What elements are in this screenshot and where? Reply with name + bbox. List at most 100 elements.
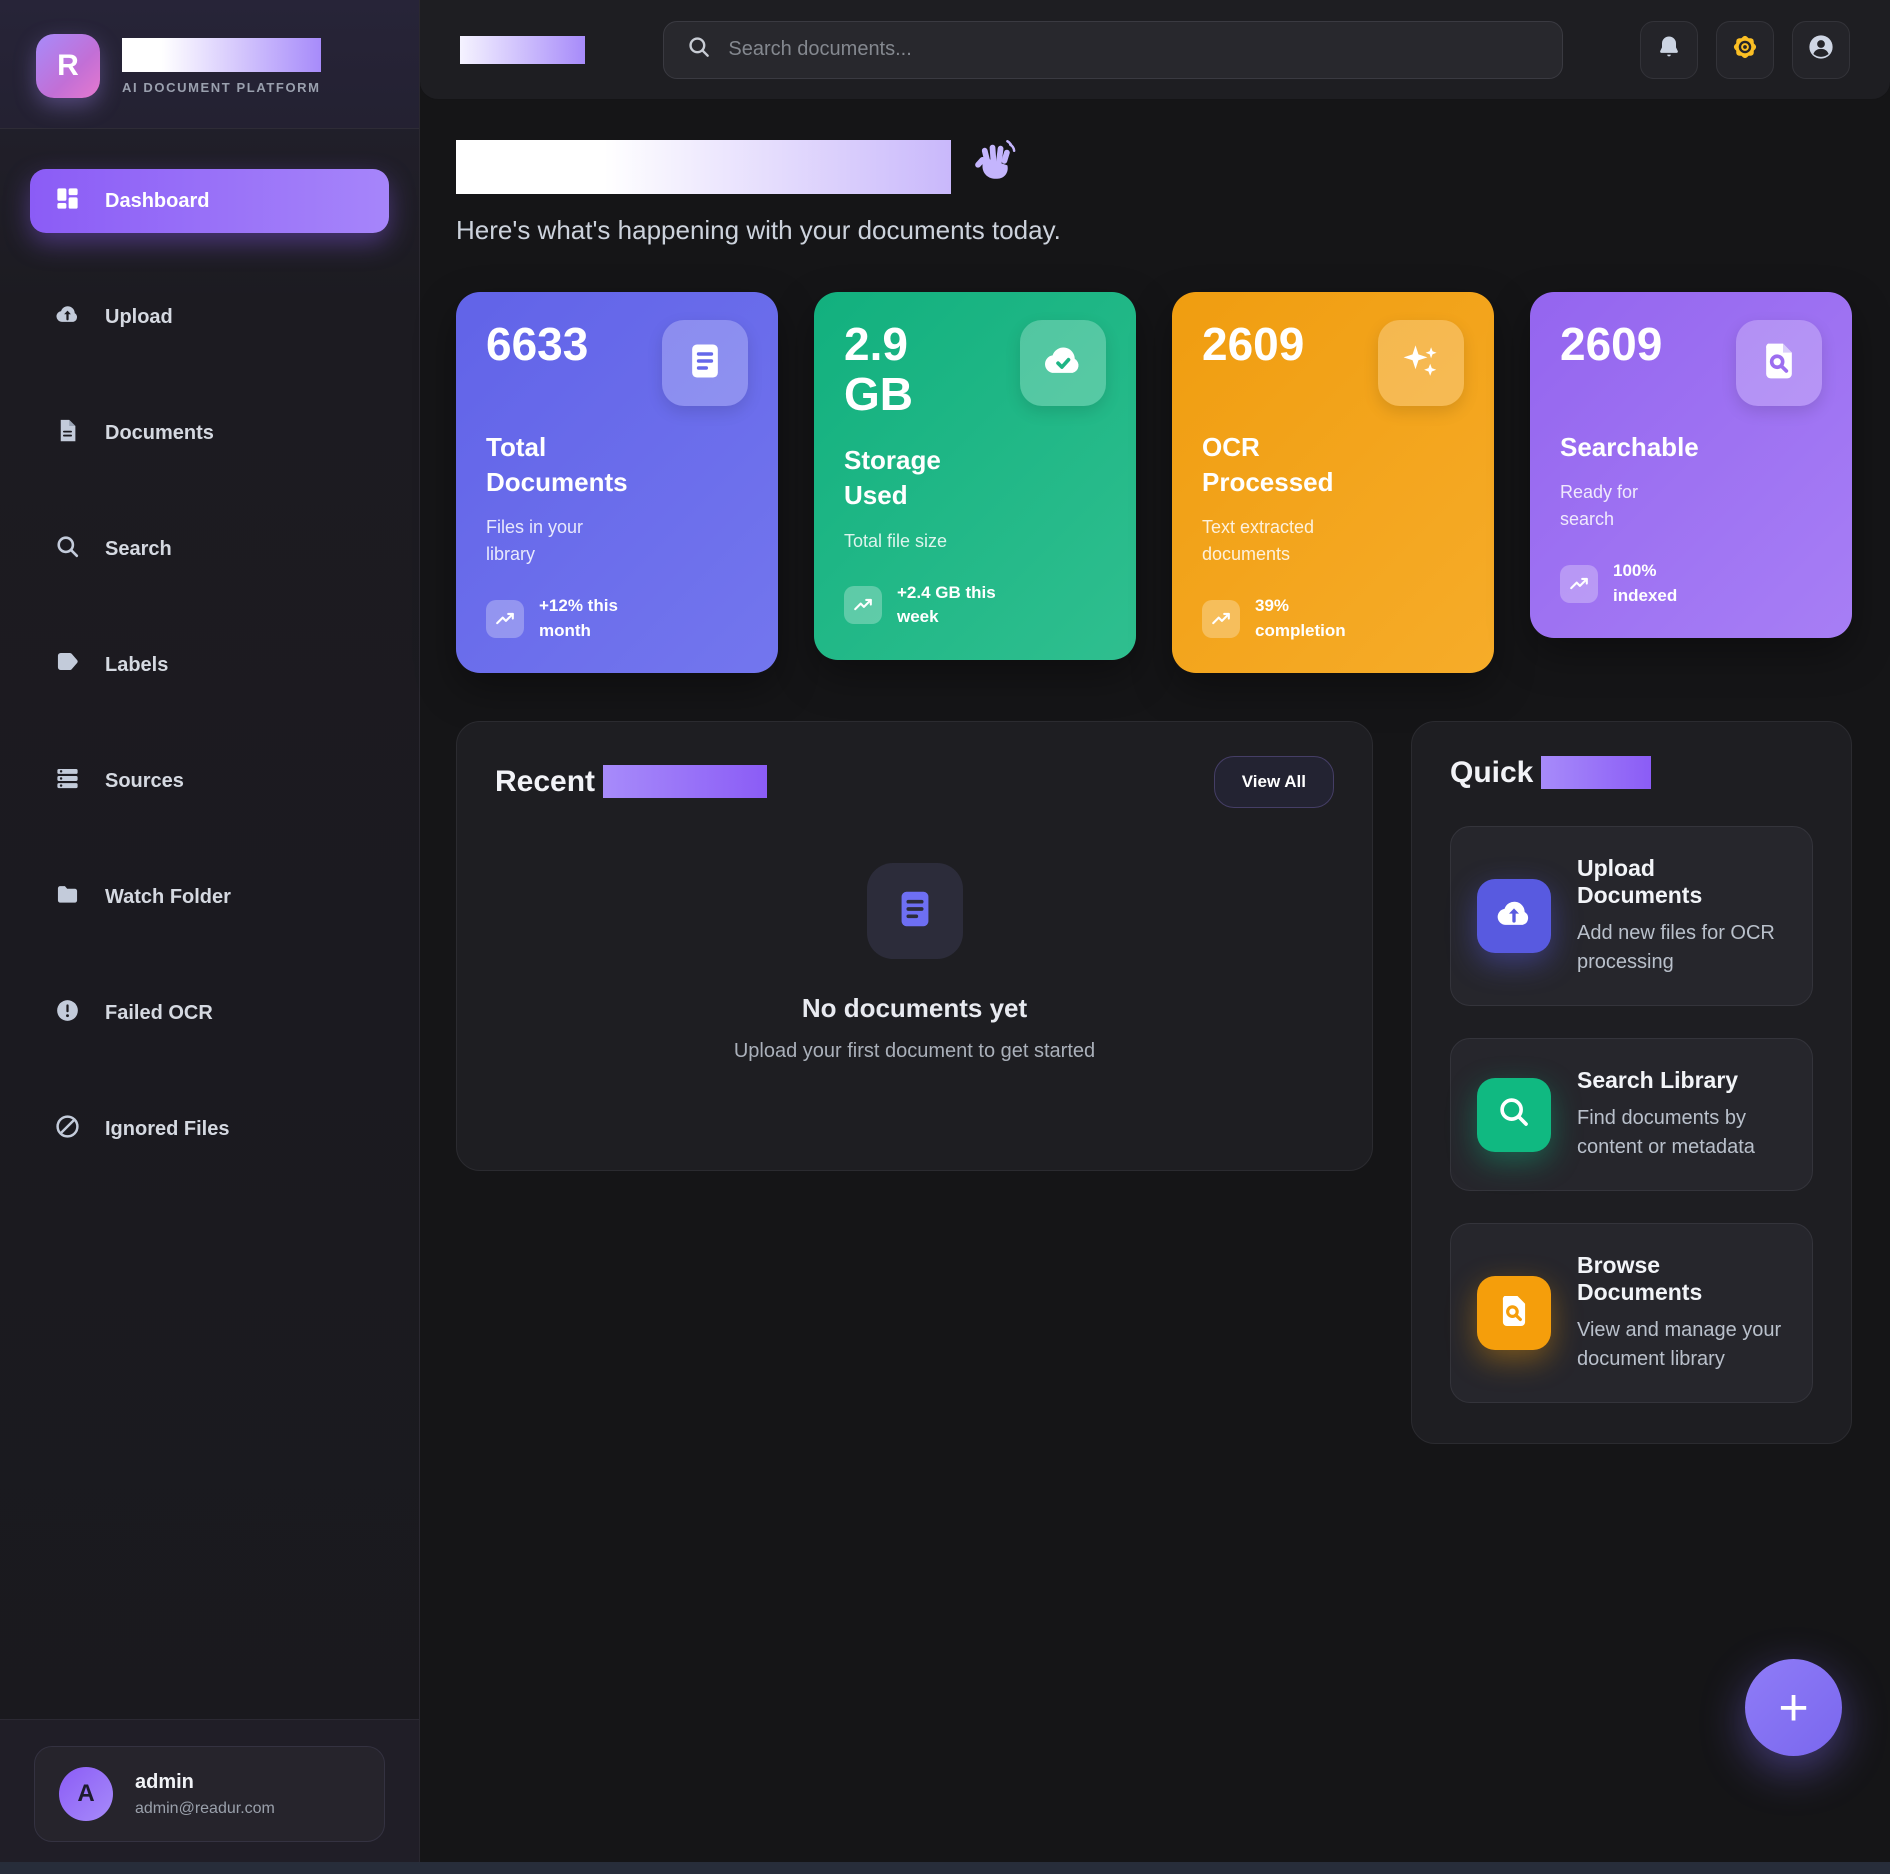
sidebar-item-documents[interactable]: Documents [30, 401, 389, 465]
sidebar-item-label: Search [105, 537, 172, 560]
recent-empty-state: No documents yet Upload your first docum… [495, 808, 1334, 1136]
sidebar-item-label: Dashboard [105, 189, 210, 212]
stat-trend-badge: 39% completion [1202, 594, 1464, 643]
stat-badge-text: +2.4 GB this week [897, 582, 996, 627]
theme-toggle-button[interactable] [1716, 20, 1774, 79]
stat-cards: 6633 Total Documents Files in your libra… [456, 292, 1852, 674]
stat-value: 2609 [1202, 318, 1305, 370]
stat-sublabel: Ready for search [1560, 482, 1639, 530]
trending-up-icon [844, 586, 882, 625]
bottom-scrollbar-strip[interactable] [0, 1862, 1890, 1874]
avatar-initial: A [77, 1780, 95, 1807]
add-document-fab[interactable]: + [1745, 1659, 1842, 1756]
notifications-button[interactable] [1640, 20, 1698, 79]
stat-card-searchable[interactable]: 2609 Searchable Ready for search 100% in… [1530, 292, 1852, 639]
stat-value: 6633 [486, 318, 589, 370]
breadcrumb: Dashboard [460, 35, 586, 64]
stat-label: Searchable [1560, 432, 1699, 462]
stat-trend-badge: +12% this month [486, 594, 748, 643]
action-title: Search Library [1577, 1067, 1739, 1094]
dashboard-content: Welcome back, admin! Here's what's happe… [420, 100, 1890, 1874]
quick-action-browse-documents[interactable]: Browse Documents View and manage your do… [1450, 1223, 1813, 1404]
stat-badge-text: 39% completion [1255, 596, 1346, 640]
stat-card-ocr-processed[interactable]: 2609 OCR Processed Text extracted docume… [1172, 292, 1494, 674]
document-search-icon [1757, 339, 1801, 388]
sources-list-icon [54, 765, 81, 798]
logo-letter: R [57, 49, 79, 82]
dashboard-grid-icon [54, 185, 81, 218]
sidebar-item-label: Labels [105, 653, 169, 676]
empty-subtitle: Upload your first document to get starte… [733, 1040, 1096, 1063]
trending-up-icon [1202, 599, 1240, 638]
stat-trend-badge: 100% indexed [1560, 559, 1822, 608]
stat-label: Total Documents [486, 432, 628, 498]
sidebar: R Readur AI DOCUMENT PLATFORM Dashboard … [0, 0, 420, 1874]
recent-documents-panel: Recent Documents View All No documents y… [456, 721, 1373, 1172]
plus-icon: + [1778, 1678, 1809, 1737]
quick-action-upload-documents[interactable]: Upload Documents Add new files for OCR p… [1450, 826, 1813, 1007]
account-icon [1806, 32, 1836, 67]
search-input[interactable] [728, 38, 1541, 61]
sidebar-item-watch-folder[interactable]: Watch Folder [30, 865, 389, 929]
stat-label: Storage Used [844, 445, 941, 511]
stat-value: 2.9 GB [844, 318, 913, 420]
action-title: Upload Documents [1577, 855, 1703, 909]
account-button[interactable] [1792, 20, 1850, 79]
user-card[interactable]: A admin admin@readur.com [34, 1746, 385, 1842]
quick-action-search-library[interactable]: Search Library Find documents by content… [1450, 1038, 1813, 1192]
recent-documents-title: Recent Documents [495, 765, 767, 799]
sidebar-item-label: Documents [105, 421, 214, 444]
stat-sublabel: Text extracted documents [1202, 517, 1315, 565]
waving-hand-icon [971, 138, 1017, 195]
sidebar-nav: Dashboard Upload Documents Search Labels [0, 129, 419, 1719]
stat-badge-text: +12% this month [539, 596, 618, 640]
welcome-text: Welcome back, admin! [456, 139, 952, 194]
search-bar[interactable] [663, 20, 1564, 79]
stat-card-total-documents[interactable]: 6633 Total Documents Files in your libra… [456, 292, 778, 674]
brand: R Readur AI DOCUMENT PLATFORM [0, 0, 419, 129]
cloud-upload-icon [1494, 894, 1534, 939]
document-search-icon [1495, 1292, 1533, 1335]
user-email: admin@readur.com [135, 1799, 275, 1817]
sidebar-item-upload[interactable]: Upload [30, 285, 389, 349]
stat-value: 2609 [1560, 318, 1663, 370]
cloud-check-icon [1041, 339, 1085, 388]
search-icon [1495, 1093, 1533, 1136]
sidebar-item-label: Failed OCR [105, 1001, 213, 1024]
empty-title: No documents yet [801, 993, 1028, 1024]
sidebar-item-label: Ignored Files [105, 1117, 230, 1140]
action-description: Add new files for OCR processing [1577, 922, 1775, 974]
sidebar-item-label: Upload [105, 305, 173, 328]
welcome-title: Welcome back, admin! [456, 138, 1852, 195]
app-name: Readur [122, 37, 321, 72]
top-actions [1640, 20, 1850, 79]
sidebar-item-sources[interactable]: Sources [30, 749, 389, 813]
stat-card-storage-used[interactable]: 2.9 GB Storage Used Total file size +2.4… [814, 292, 1136, 660]
alert-circle-icon [54, 997, 81, 1030]
trending-up-icon [1560, 564, 1598, 603]
trending-up-icon [486, 599, 524, 638]
tag-icon [54, 649, 81, 682]
quick-actions-panel: Quick Actions Upload Documents Add new f… [1411, 721, 1852, 1445]
user-name: admin [135, 1770, 194, 1793]
view-all-button[interactable]: View All [1213, 756, 1334, 809]
avatar: A [59, 1767, 113, 1821]
bell-icon [1655, 33, 1683, 66]
document-icon [54, 417, 81, 450]
sidebar-item-search[interactable]: Search [30, 517, 389, 581]
cloud-upload-icon [54, 301, 81, 334]
app-logo: R [36, 34, 100, 98]
sidebar-item-ignored-files[interactable]: Ignored Files [30, 1097, 389, 1161]
action-description: Find documents by content or metadata [1577, 1107, 1755, 1159]
sidebar-item-failed-ocr[interactable]: Failed OCR [30, 981, 389, 1045]
sidebar-item-dashboard[interactable]: Dashboard [30, 169, 389, 233]
sidebar-user-area: A admin admin@readur.com [0, 1719, 419, 1874]
theme-sun-icon [1730, 32, 1760, 67]
action-title: Browse Documents [1577, 1252, 1703, 1306]
main-area: Dashboard [420, 0, 1890, 1874]
sparkles-icon [1399, 339, 1443, 388]
welcome-subtitle: Here's what's happening with your docume… [456, 215, 1061, 245]
stat-trend-badge: +2.4 GB this week [844, 581, 1106, 630]
sidebar-item-labels[interactable]: Labels [30, 633, 389, 697]
action-description: View and manage your document library [1577, 1319, 1782, 1371]
